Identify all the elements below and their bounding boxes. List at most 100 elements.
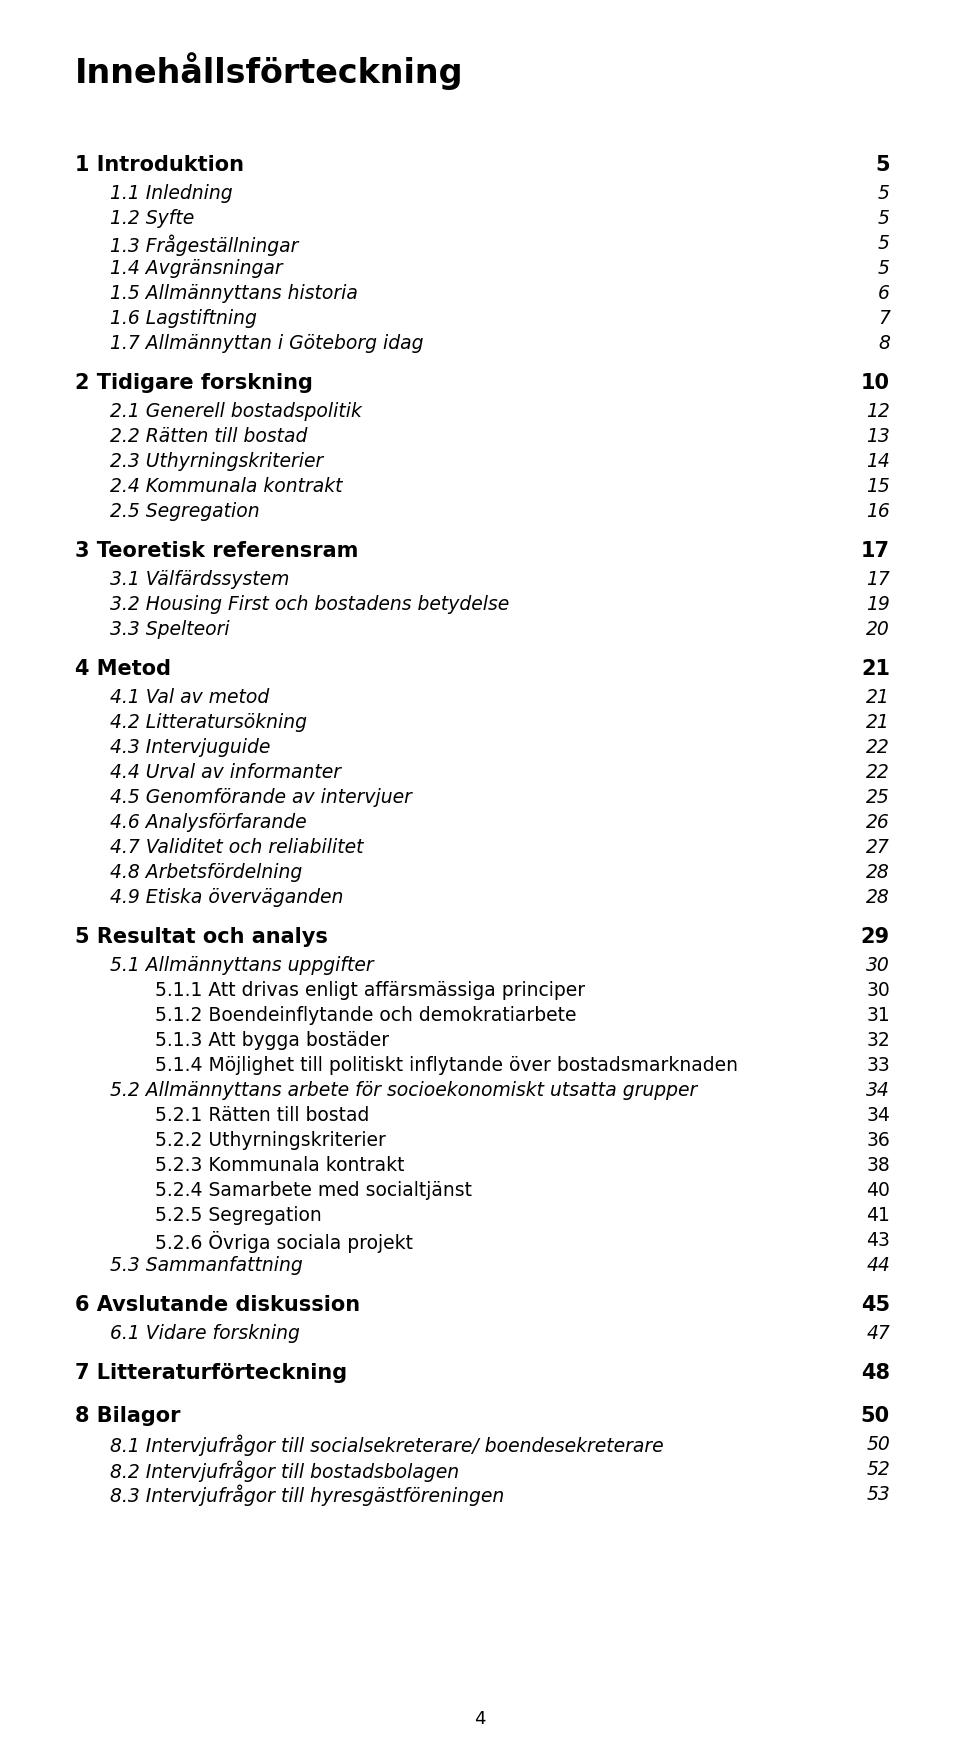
Text: 21: 21 [866,713,890,732]
Text: 16: 16 [866,503,890,520]
Text: 2.2 Rätten till bostad: 2.2 Rätten till bostad [110,426,307,445]
Text: 5.2.5 Segregation: 5.2.5 Segregation [155,1205,322,1224]
Text: 7: 7 [878,310,890,329]
Text: 5.2.1 Rätten till bostad: 5.2.1 Rätten till bostad [155,1106,370,1125]
Text: 2.1 Generell bostadspolitik: 2.1 Generell bostadspolitik [110,402,362,421]
Text: 5.2.6 Övriga sociala projekt: 5.2.6 Övriga sociala projekt [155,1229,413,1252]
Text: 3.2 Housing First och bostadens betydelse: 3.2 Housing First och bostadens betydels… [110,595,509,614]
Text: 2 Tidigare forskning: 2 Tidigare forskning [75,372,313,393]
Text: 5.1 Allmännyttans uppgifter: 5.1 Allmännyttans uppgifter [110,955,373,974]
Text: 1.5 Allmännyttans historia: 1.5 Allmännyttans historia [110,283,358,303]
Text: 2.4 Kommunala kontrakt: 2.4 Kommunala kontrakt [110,476,343,496]
Text: 36: 36 [866,1130,890,1149]
Text: 8.3 Intervjufrågor till hyresgästföreningen: 8.3 Intervjufrågor till hyresgästförenin… [110,1483,504,1506]
Text: 3.3 Spelteori: 3.3 Spelteori [110,619,229,638]
Text: 8.1 Intervjufrågor till socialsekreterare/ boendesekreterare: 8.1 Intervjufrågor till socialsekreterar… [110,1435,663,1456]
Text: 1.7 Allmännyttan i Göteborg idag: 1.7 Allmännyttan i Göteborg idag [110,334,423,353]
Text: 21: 21 [861,659,890,678]
Text: 7 Litteraturförteckning: 7 Litteraturförteckning [75,1362,348,1383]
Text: 4.4 Urval av informanter: 4.4 Urval av informanter [110,763,341,781]
Text: 26: 26 [866,812,890,831]
Text: 6: 6 [878,283,890,303]
Text: 1 Introduktion: 1 Introduktion [75,155,244,176]
Text: 2.5 Segregation: 2.5 Segregation [110,503,259,520]
Text: 44: 44 [866,1256,890,1275]
Text: 22: 22 [866,737,890,756]
Text: 1.6 Lagstiftning: 1.6 Lagstiftning [110,310,257,329]
Text: 5.3 Sammanfattning: 5.3 Sammanfattning [110,1256,302,1275]
Text: 12: 12 [866,402,890,421]
Text: 1.4 Avgränsningar: 1.4 Avgränsningar [110,259,282,278]
Text: 4.2 Litteratursökning: 4.2 Litteratursökning [110,713,307,732]
Text: 3.1 Välfärdssystem: 3.1 Välfärdssystem [110,570,289,590]
Text: 4.3 Intervjuguide: 4.3 Intervjuguide [110,737,271,756]
Text: 3 Teoretisk referensram: 3 Teoretisk referensram [75,541,358,560]
Text: 50: 50 [866,1435,890,1454]
Text: 4.8 Arbetsfördelning: 4.8 Arbetsfördelning [110,863,302,882]
Text: 1.2 Syfte: 1.2 Syfte [110,209,194,228]
Text: 4.9 Etiska överväganden: 4.9 Etiska överväganden [110,887,344,906]
Text: 43: 43 [866,1229,890,1249]
Text: 38: 38 [866,1155,890,1174]
Text: 30: 30 [866,955,890,974]
Text: 5: 5 [878,233,890,252]
Text: 5: 5 [878,259,890,278]
Text: 50: 50 [861,1405,890,1426]
Text: 6.1 Vidare forskning: 6.1 Vidare forskning [110,1323,300,1343]
Text: 4.6 Analysförfarande: 4.6 Analysförfarande [110,812,306,831]
Text: 30: 30 [866,981,890,1000]
Text: 25: 25 [866,788,890,807]
Text: 5 Resultat och analys: 5 Resultat och analys [75,927,328,946]
Text: 5: 5 [878,184,890,203]
Text: 34: 34 [866,1106,890,1125]
Text: 53: 53 [866,1483,890,1502]
Text: 32: 32 [866,1031,890,1049]
Text: 20: 20 [866,619,890,638]
Text: 5.2 Allmännyttans arbete för socioekonomiskt utsatta grupper: 5.2 Allmännyttans arbete för socioekonom… [110,1080,697,1099]
Text: 4: 4 [474,1709,486,1727]
Text: 4.1 Val av metod: 4.1 Val av metod [110,687,269,706]
Text: 1.3 Frågeställningar: 1.3 Frågeställningar [110,233,299,256]
Text: 4 Metod: 4 Metod [75,659,171,678]
Text: 8: 8 [878,334,890,353]
Text: 4.7 Validitet och reliabilitet: 4.7 Validitet och reliabilitet [110,838,364,857]
Text: 34: 34 [866,1080,890,1099]
Text: 5.1.4 Möjlighet till politiskt inflytande över bostadsmarknaden: 5.1.4 Möjlighet till politiskt inflytand… [155,1056,738,1075]
Text: 2.3 Uthyrningskriterier: 2.3 Uthyrningskriterier [110,452,324,471]
Text: 8.2 Intervjufrågor till bostadsbolagen: 8.2 Intervjufrågor till bostadsbolagen [110,1459,459,1480]
Text: 5.1.3 Att bygga bostäder: 5.1.3 Att bygga bostäder [155,1031,389,1049]
Text: 47: 47 [866,1323,890,1343]
Text: 48: 48 [861,1362,890,1383]
Text: 13: 13 [866,426,890,445]
Text: 52: 52 [866,1459,890,1478]
Text: 5: 5 [876,155,890,176]
Text: 14: 14 [866,452,890,471]
Text: 31: 31 [866,1005,890,1024]
Text: 29: 29 [861,927,890,946]
Text: 5.1.1 Att drivas enligt affärsmässiga principer: 5.1.1 Att drivas enligt affärsmässiga pr… [155,981,586,1000]
Text: 21: 21 [866,687,890,706]
Text: 6 Avslutande diskussion: 6 Avslutande diskussion [75,1294,360,1315]
Text: 5: 5 [878,209,890,228]
Text: 28: 28 [866,863,890,882]
Text: 19: 19 [866,595,890,614]
Text: 8 Bilagor: 8 Bilagor [75,1405,180,1426]
Text: 22: 22 [866,763,890,781]
Text: 28: 28 [866,887,890,906]
Text: 1.1 Inledning: 1.1 Inledning [110,184,232,203]
Text: 4.5 Genomförande av intervjuer: 4.5 Genomförande av intervjuer [110,788,412,807]
Text: 45: 45 [861,1294,890,1315]
Text: 33: 33 [866,1056,890,1075]
Text: 5.1.2 Boendeinflytande och demokratiarbete: 5.1.2 Boendeinflytande och demokratiarbe… [155,1005,577,1024]
Text: 41: 41 [866,1205,890,1224]
Text: Innehållsförteckning: Innehållsförteckning [75,52,464,90]
Text: 5.2.3 Kommunala kontrakt: 5.2.3 Kommunala kontrakt [155,1155,404,1174]
Text: 15: 15 [866,476,890,496]
Text: 17: 17 [861,541,890,560]
Text: 27: 27 [866,838,890,857]
Text: 10: 10 [861,372,890,393]
Text: 5.2.4 Samarbete med socialtjänst: 5.2.4 Samarbete med socialtjänst [155,1181,472,1200]
Text: 40: 40 [866,1181,890,1200]
Text: 17: 17 [866,570,890,590]
Text: 5.2.2 Uthyrningskriterier: 5.2.2 Uthyrningskriterier [155,1130,386,1149]
